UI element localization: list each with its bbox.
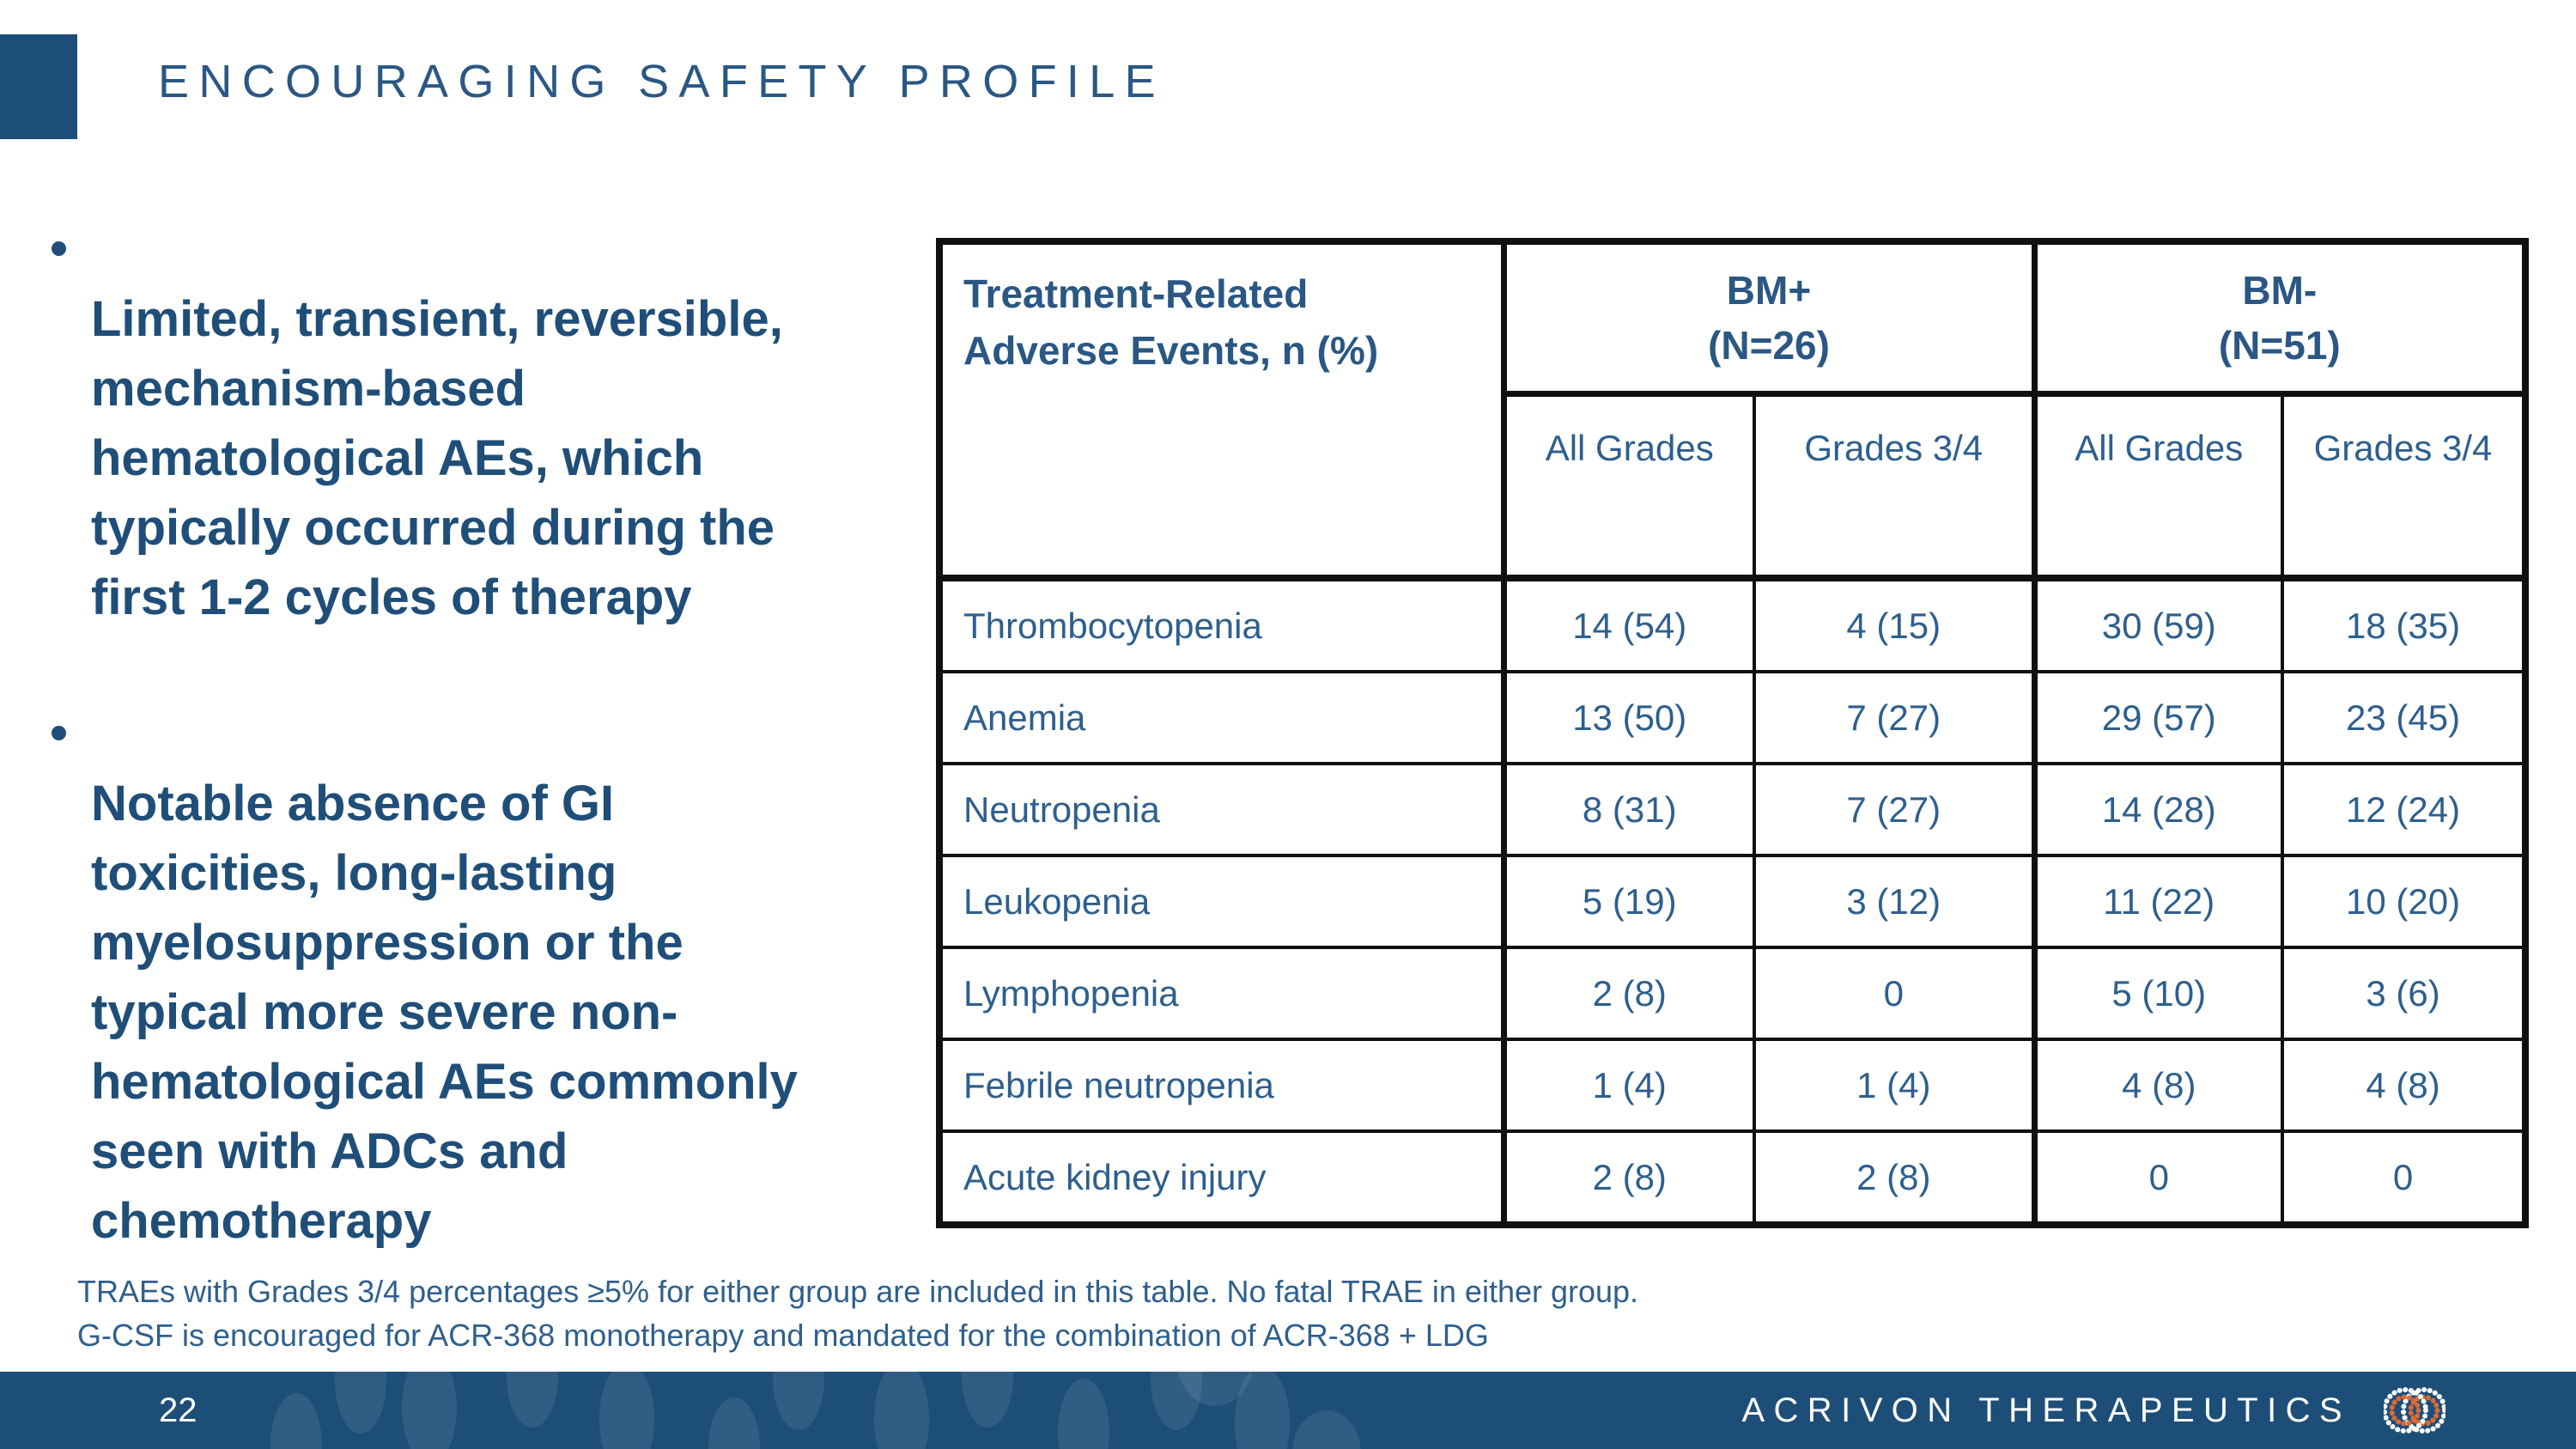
table-header-row-groups: Treatment-Related Adverse Events, n (%) … — [938, 240, 2528, 581]
cell-value: 0 — [2031, 1129, 2285, 1227]
cell-value: 2 (8) — [1752, 1129, 2037, 1227]
bullet-item: Limited, transient, reversible, mechanis… — [45, 215, 912, 632]
bullet-list: Limited, transient, reversible, mechanis… — [45, 215, 912, 1323]
cell-value: 18 (35) — [2281, 576, 2528, 673]
table-row: Leukopenia 5 (19) 3 (12) 11 (22) 10 (20) — [938, 854, 2528, 949]
cell-value: 1 (4) — [1752, 1038, 2037, 1133]
bullet-text: Notable absence of GI toxicities, long-l… — [91, 776, 798, 1249]
acrivon-rings-logo — [2384, 1387, 2445, 1434]
cell-value: 11 (22) — [2031, 854, 2285, 949]
group-header-bm-negative: BM- (N=51) — [2031, 240, 2528, 397]
cell-value: 5 (19) — [1500, 854, 1756, 949]
cell-value: 4 (15) — [1752, 576, 2037, 673]
cell-value: 4 (8) — [2281, 1038, 2528, 1133]
brand-lockup: ACRIVON THERAPEUTICS — [1741, 1372, 2445, 1449]
cell-value: 10 (20) — [2281, 854, 2528, 949]
row-label: Febrile neutropenia — [938, 1038, 1505, 1133]
page-number: 22 — [159, 1391, 197, 1429]
table-row: Lymphopenia 2 (8) 0 5 (10) 3 (6) — [938, 946, 2528, 1041]
accent-square — [0, 34, 77, 139]
cell-value: 3 (12) — [1752, 854, 2037, 949]
cell-value: 3 (6) — [2281, 946, 2528, 1041]
brand-name: ACRIVON THERAPEUTICS — [1741, 1391, 2351, 1429]
cell-value: 13 (50) — [1500, 670, 1756, 765]
table-row: Acute kidney injury 2 (8) 2 (8) 0 0 — [938, 1129, 2528, 1227]
subheader-grades-34-bm-neg: Grades 3/4 — [2281, 392, 2528, 581]
cell-value: 14 (28) — [2031, 762, 2285, 857]
row-label: Thrombocytopenia — [938, 576, 1505, 673]
row-label: Leukopenia — [938, 854, 1505, 949]
table-row: Neutropenia 8 (31) 7 (27) 14 (28) 12 (24… — [938, 762, 2528, 857]
cell-value: 29 (57) — [2031, 670, 2285, 765]
cell-value: 4 (8) — [2031, 1038, 2285, 1133]
cell-value: 0 — [2281, 1129, 2528, 1227]
group-header-bm-positive: BM+ (N=26) — [1500, 240, 2037, 397]
cell-value: 12 (24) — [2281, 762, 2528, 857]
cell-value: 1 (4) — [1500, 1038, 1756, 1133]
subheader-all-grades-bm-neg: All Grades — [2031, 392, 2285, 581]
row-label: Neutropenia — [938, 762, 1505, 857]
footnote-line: TRAEs with Grades 3/4 percentages ≥5% fo… — [77, 1274, 1639, 1309]
cell-value: 2 (8) — [1500, 946, 1756, 1041]
adverse-events-table: Treatment-Related Adverse Events, n (%) … — [936, 238, 2530, 1228]
bullet-dot-icon — [52, 241, 66, 256]
cell-value: 8 (31) — [1500, 762, 1756, 857]
table-corner-header: Treatment-Related Adverse Events, n (%) — [938, 240, 1505, 581]
row-label: Lymphopenia — [938, 946, 1505, 1041]
table-row: Anemia 13 (50) 7 (27) 29 (57) 23 (45) — [938, 670, 2528, 765]
cell-value: 2 (8) — [1500, 1129, 1756, 1227]
subheader-grades-34-bm-pos: Grades 3/4 — [1752, 392, 2037, 581]
bullet-item: Notable absence of GI toxicities, long-l… — [45, 699, 912, 1256]
row-label: Acute kidney injury — [938, 1129, 1505, 1227]
row-label: Anemia — [938, 670, 1505, 765]
cell-value: 30 (59) — [2031, 576, 2285, 673]
footer-dots-pattern — [270, 1372, 1361, 1449]
footer-bar: 22 ACRIVON THERAPEUTICS — [0, 1372, 2576, 1449]
subheader-all-grades-bm-pos: All Grades — [1500, 392, 1756, 581]
page-title: ENCOURAGING SAFETY PROFILE — [158, 56, 1165, 107]
cell-value: 14 (54) — [1500, 576, 1756, 673]
bullet-text: Limited, transient, reversible, mechanis… — [91, 291, 783, 625]
footnote-line: G-CSF is encouraged for ACR-368 monother… — [77, 1318, 1489, 1353]
cell-value: 0 — [1752, 946, 2037, 1041]
bullet-dot-icon — [52, 726, 66, 740]
cell-value: 23 (45) — [2281, 670, 2528, 765]
cell-value: 7 (27) — [1752, 670, 2037, 765]
cell-value: 5 (10) — [2031, 946, 2285, 1041]
table-row: Febrile neutropenia 1 (4) 1 (4) 4 (8) 4 … — [938, 1038, 2528, 1133]
footnotes: TRAEs with Grades 3/4 percentages ≥5% fo… — [77, 1269, 1638, 1357]
cell-value: 7 (27) — [1752, 762, 2037, 857]
table-row: Thrombocytopenia 14 (54) 4 (15) 30 (59) … — [938, 576, 2528, 673]
table-header-row-grades: All Grades Grades 3/4 All Grades Grades … — [939, 392, 2528, 581]
